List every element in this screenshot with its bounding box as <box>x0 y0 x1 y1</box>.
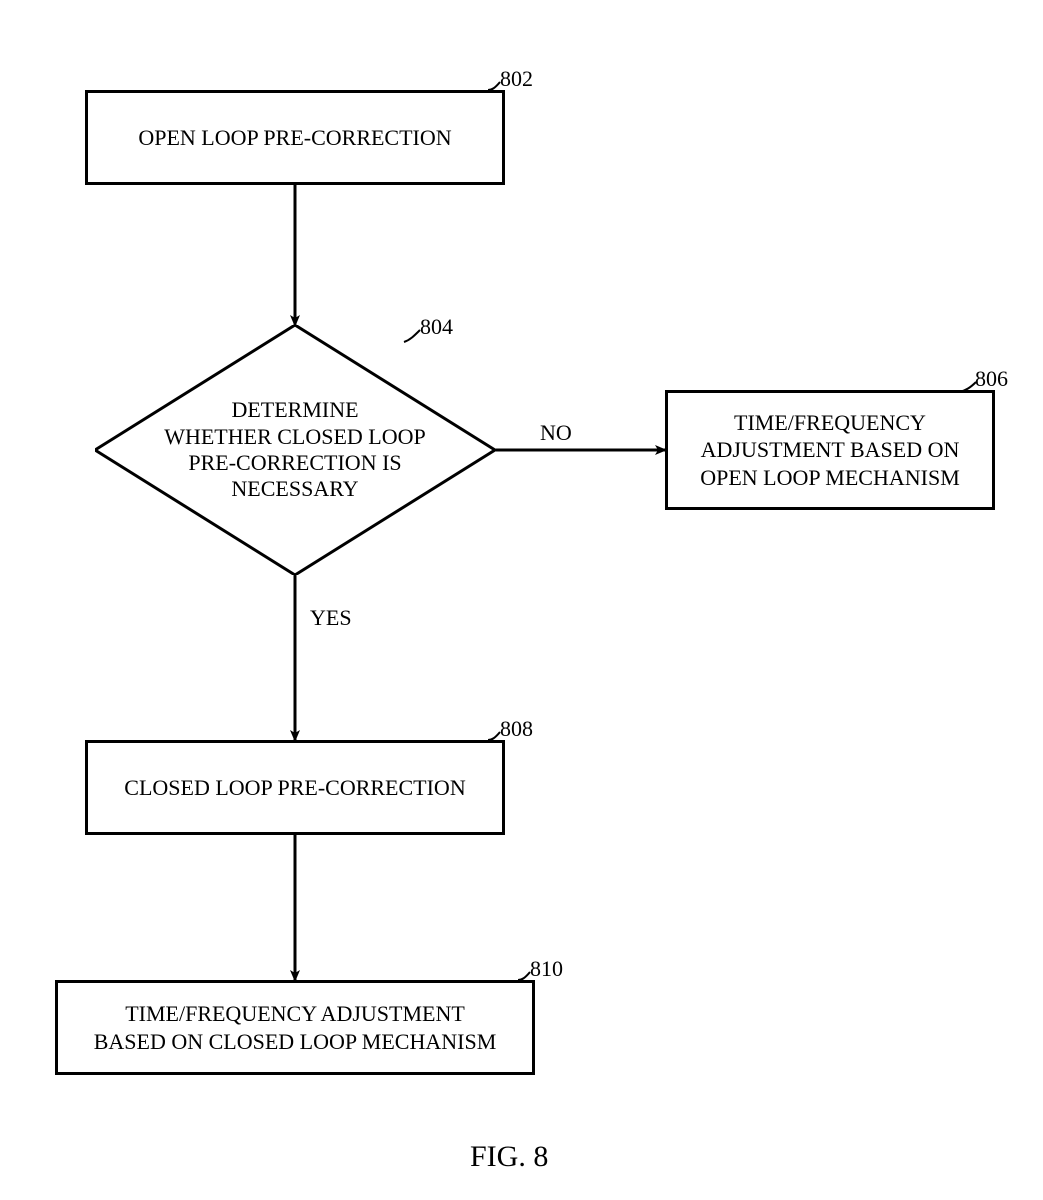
ref-hook-802 <box>488 82 500 90</box>
ref-label-806: 806 <box>975 366 1008 392</box>
ref-hook-810 <box>518 972 530 980</box>
ref-hook-808 <box>488 732 500 740</box>
process-node-806: TIME/FREQUENCYADJUSTMENT BASED ONOPEN LO… <box>665 390 995 510</box>
node-806-text: TIME/FREQUENCYADJUSTMENT BASED ONOPEN LO… <box>700 409 960 492</box>
node-802-text: OPEN LOOP PRE-CORRECTION <box>138 124 451 152</box>
decision-node-804: DETERMINEWHETHER CLOSED LOOPPRE-CORRECTI… <box>95 325 495 575</box>
ref-label-808: 808 <box>500 716 533 742</box>
edge-label-yes: YES <box>310 605 352 631</box>
figure-caption: FIG. 8 <box>470 1140 548 1174</box>
ref-label-810: 810 <box>530 956 563 982</box>
node-810-text: TIME/FREQUENCY ADJUSTMENTBASED ON CLOSED… <box>94 1000 497 1055</box>
process-node-810: TIME/FREQUENCY ADJUSTMENTBASED ON CLOSED… <box>55 980 535 1075</box>
process-node-802: OPEN LOOP PRE-CORRECTION <box>85 90 505 185</box>
process-node-808: CLOSED LOOP PRE-CORRECTION <box>85 740 505 835</box>
node-808-text: CLOSED LOOP PRE-CORRECTION <box>124 774 465 802</box>
edge-label-no: NO <box>540 420 572 446</box>
ref-label-804: 804 <box>420 314 453 340</box>
node-804-text: DETERMINEWHETHER CLOSED LOOPPRE-CORRECTI… <box>134 397 456 503</box>
ref-label-802: 802 <box>500 66 533 92</box>
